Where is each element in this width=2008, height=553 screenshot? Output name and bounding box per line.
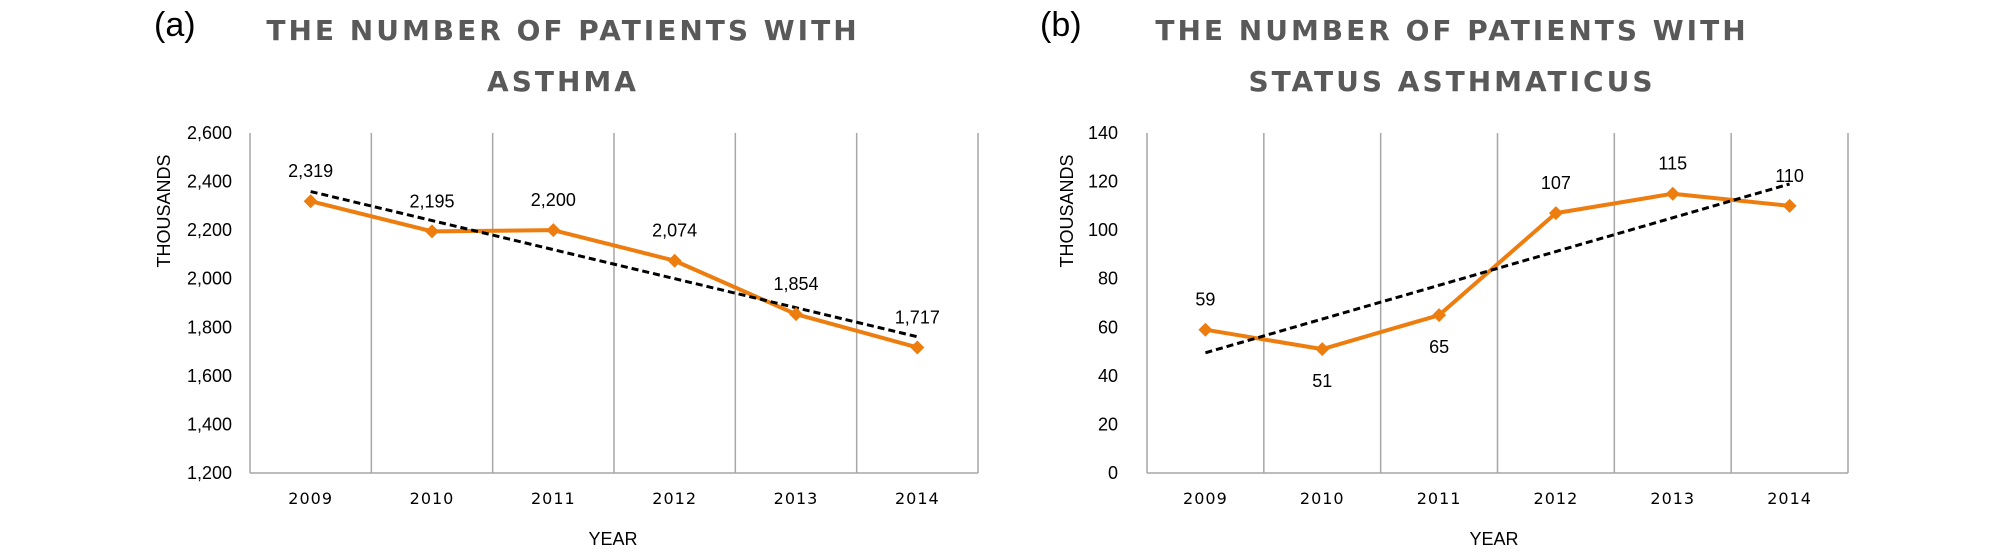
plot-grid <box>1146 133 1849 474</box>
data-point-marker <box>1432 308 1447 323</box>
data-label: 65 <box>1429 337 1449 357</box>
plot-grid <box>249 133 979 474</box>
x-tick-label: 2012 <box>1534 489 1579 508</box>
data-point-marker <box>910 340 925 355</box>
y-tick-label: 120 <box>1088 172 1118 192</box>
trendline-path <box>310 190 918 339</box>
y-tick-label: 20 <box>1098 414 1118 434</box>
y-tick-label: 80 <box>1098 269 1118 289</box>
chart-title-line-2: STATUS ASTHMATICUS <box>1248 65 1655 98</box>
data-point-marker <box>1665 186 1680 201</box>
x-tick-label: 2009 <box>288 489 333 508</box>
data-point-marker <box>303 194 318 209</box>
data-label: 1,717 <box>895 307 940 327</box>
y-tick-label: 40 <box>1098 366 1118 386</box>
data-point-marker <box>667 253 682 268</box>
series-line <box>310 199 918 350</box>
chart-title-line-2: ASTHMA <box>487 65 639 98</box>
trendline <box>1205 182 1790 355</box>
y-tick-label: 60 <box>1098 317 1118 337</box>
data-label: 51 <box>1312 371 1332 391</box>
data-point-marker <box>1315 342 1330 357</box>
data-labels: 59 51 65 107 115 110 <box>1195 154 1804 391</box>
x-tick-label: 2010 <box>410 489 455 508</box>
panel-label: (b) <box>1040 6 1082 44</box>
data-markers <box>303 194 925 355</box>
data-point-marker <box>546 223 561 238</box>
y-tick-label: 2,200 <box>187 220 232 240</box>
data-label: 2,074 <box>652 221 697 241</box>
y-tick-label: 1,200 <box>187 463 232 483</box>
x-tick-label: 2014 <box>1767 489 1812 508</box>
data-label: 59 <box>1195 290 1215 310</box>
y-tick-label: 0 <box>1108 463 1118 483</box>
data-series <box>310 199 918 350</box>
y-tick-label: 1,800 <box>187 317 232 337</box>
data-point-marker <box>789 307 803 322</box>
x-tick-label: 2010 <box>1300 489 1345 508</box>
data-label: 107 <box>1541 173 1571 193</box>
x-tick-label: 2011 <box>1417 489 1462 508</box>
trendline <box>310 190 918 339</box>
y-axis-ticks: 0 20 40 60 80 100 120 140 <box>1088 123 1118 483</box>
data-markers <box>1198 186 1797 357</box>
data-series <box>1205 191 1790 352</box>
x-tick-label: 2011 <box>531 489 576 508</box>
chart-title-line-1: THE NUMBER OF PATIENTS WITH <box>266 14 859 47</box>
x-axis-title: YEAR <box>588 529 637 549</box>
y-tick-label: 100 <box>1088 220 1118 240</box>
chart-title-line-1: THE NUMBER OF PATIENTS WITH <box>1155 14 1748 47</box>
chart-panel-asthma: (a) THE NUMBER OF PATIENTS WITH ASTHMA 1… <box>154 6 979 549</box>
y-tick-label: 2,000 <box>187 269 232 289</box>
x-axis-ticks: 2009 2010 2011 2012 2013 2014 <box>288 489 940 508</box>
data-label: 110 <box>1775 166 1804 186</box>
y-tick-label: 1,600 <box>187 366 232 386</box>
data-point-marker <box>1548 206 1563 221</box>
y-axis-title: THOUSANDS <box>1057 154 1077 267</box>
data-point-marker <box>1198 322 1213 337</box>
data-label: 2,200 <box>531 190 576 210</box>
data-labels: 2,319 2,195 2,200 2,074 1,854 1,717 <box>288 161 940 327</box>
x-axis-ticks: 2009 2010 2011 2012 2013 2014 <box>1183 489 1812 508</box>
x-tick-label: 2014 <box>895 489 940 508</box>
data-label: 2,319 <box>288 161 333 181</box>
y-axis-ticks: 1,200 1,400 1,600 1,800 2,000 2,200 2,400 2,600 <box>187 123 232 483</box>
data-point-marker <box>1782 198 1797 213</box>
panel-label: (a) <box>154 6 196 44</box>
series-line <box>1205 191 1790 352</box>
data-label: 2,195 <box>409 191 454 211</box>
trendline-path <box>1205 182 1790 355</box>
x-tick-label: 2013 <box>774 489 819 508</box>
y-tick-label: 2,600 <box>187 123 232 143</box>
data-point-marker <box>425 224 439 239</box>
chart-panel-status-asthmaticus: (b) THE NUMBER OF PATIENTS WITH STATUS A… <box>1040 6 1849 549</box>
x-tick-label: 2012 <box>652 489 697 508</box>
y-tick-label: 2,400 <box>187 172 232 192</box>
y-axis-title: THOUSANDS <box>154 154 174 267</box>
y-tick-label: 1,400 <box>187 414 232 434</box>
data-label: 115 <box>1658 154 1687 174</box>
x-axis-title: YEAR <box>1469 529 1518 549</box>
x-tick-label: 2009 <box>1183 489 1228 508</box>
x-tick-label: 2013 <box>1650 489 1695 508</box>
y-tick-label: 140 <box>1088 123 1118 143</box>
data-label: 1,854 <box>773 274 818 294</box>
